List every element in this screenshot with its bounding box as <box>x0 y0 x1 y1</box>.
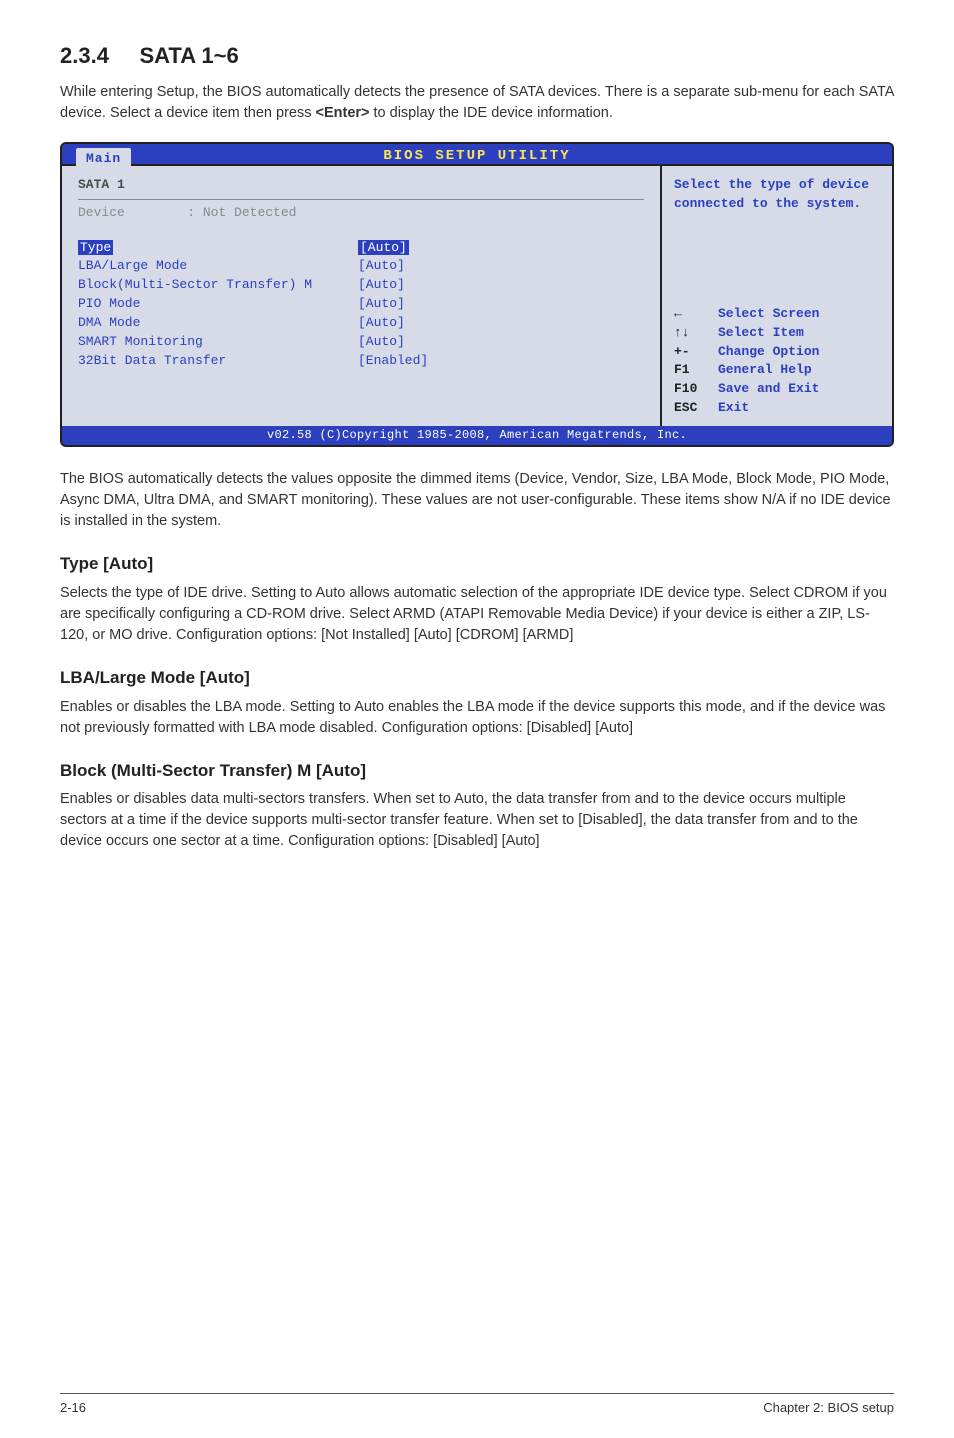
bios-row-val: [Auto] <box>358 276 405 295</box>
bios-row-val-hl: [Auto] <box>358 240 409 255</box>
bios-title: BIOS SETUP UTILITY <box>383 148 570 164</box>
nav-sym: ESC <box>674 399 718 418</box>
bios-footer: v02.58 (C)Copyright 1985-2008, American … <box>62 426 892 445</box>
subsection-heading: LBA/Large Mode [Auto] <box>60 666 894 691</box>
bios-row: Block(Multi-Sector Transfer) M [Auto] <box>78 276 644 295</box>
device-value: : Not Detected <box>187 205 296 220</box>
bios-screenshot: BIOS SETUP UTILITY Main SATA 1 Device : … <box>60 142 894 447</box>
bios-nav: ←Select Screen ↑↓Select Item +-Change Op… <box>674 305 880 418</box>
nav-row: F1General Help <box>674 361 880 380</box>
page-number: 2-16 <box>60 1399 86 1418</box>
bios-row-key: PIO Mode <box>78 295 358 314</box>
bios-body: SATA 1 Device : Not Detected Type [Auto]… <box>62 164 892 426</box>
subsection-heading: Block (Multi-Sector Transfer) M [Auto] <box>60 759 894 784</box>
intro-paragraph: While entering Setup, the BIOS automatic… <box>60 82 894 124</box>
intro-key: <Enter> <box>316 105 370 121</box>
bios-left-pane: SATA 1 Device : Not Detected Type [Auto]… <box>62 166 662 426</box>
subsection-body: Enables or disables the LBA mode. Settin… <box>60 697 894 739</box>
bios-row-key-hl: Type <box>78 240 113 255</box>
bios-row: DMA Mode [Auto] <box>78 314 644 333</box>
nav-label: Select Screen <box>718 305 819 324</box>
chapter-label: Chapter 2: BIOS setup <box>763 1399 894 1418</box>
section-number: 2.3.4 <box>60 43 109 68</box>
bios-row: LBA/Large Mode [Auto] <box>78 257 644 276</box>
section-title: SATA 1~6 <box>140 43 239 68</box>
device-label: Device <box>78 205 125 220</box>
device-line: Device : Not Detected <box>78 204 644 223</box>
nav-label: Select Item <box>718 324 804 343</box>
bios-row-val: [Auto] <box>358 314 405 333</box>
nav-label: Exit <box>718 399 749 418</box>
bios-row: PIO Mode [Auto] <box>78 295 644 314</box>
nav-sym: ← <box>674 305 718 324</box>
intro-tail: to display the IDE device information. <box>370 105 613 121</box>
nav-sym: F10 <box>674 380 718 399</box>
bios-row: 32Bit Data Transfer [Enabled] <box>78 352 644 371</box>
nav-row: F10Save and Exit <box>674 380 880 399</box>
sata-label: SATA 1 <box>78 176 644 195</box>
bios-tab-main: Main <box>76 148 131 170</box>
nav-sym: F1 <box>674 361 718 380</box>
bios-row-key: LBA/Large Mode <box>78 257 358 276</box>
footer-rule <box>60 1393 894 1394</box>
bios-row-val: [Enabled] <box>358 352 428 371</box>
section-heading: 2.3.4 SATA 1~6 <box>60 40 894 72</box>
divider <box>78 199 644 200</box>
bios-row-key: Type <box>78 239 358 258</box>
bios-row-val: [Auto] <box>358 239 409 258</box>
bios-row-key: Block(Multi-Sector Transfer) M <box>78 276 358 295</box>
nav-row: +-Change Option <box>674 343 880 362</box>
nav-row: ←Select Screen <box>674 305 880 324</box>
bios-row: SMART Monitoring [Auto] <box>78 333 644 352</box>
bios-help-text: Select the type of device connected to t… <box>674 176 880 214</box>
bios-row-val: [Auto] <box>358 257 405 276</box>
nav-sym: +- <box>674 343 718 362</box>
bios-row: Type [Auto] <box>78 239 644 258</box>
bios-row-val: [Auto] <box>358 333 405 352</box>
nav-row: ESCExit <box>674 399 880 418</box>
bios-row-key: SMART Monitoring <box>78 333 358 352</box>
nav-label: General Help <box>718 361 812 380</box>
bios-right-pane: Select the type of device connected to t… <box>662 166 892 426</box>
bios-row-key: DMA Mode <box>78 314 358 333</box>
subsection-body: Enables or disables data multi-sectors t… <box>60 789 894 852</box>
nav-label: Save and Exit <box>718 380 819 399</box>
subsection-body: Selects the type of IDE drive. Setting t… <box>60 583 894 646</box>
bios-titlebar: BIOS SETUP UTILITY Main <box>62 144 892 164</box>
nav-label: Change Option <box>718 343 819 362</box>
subsection-heading: Type [Auto] <box>60 552 894 577</box>
nav-sym: ↑↓ <box>674 324 718 343</box>
bios-row-key: 32Bit Data Transfer <box>78 352 358 371</box>
bios-row-val: [Auto] <box>358 295 405 314</box>
nav-row: ↑↓Select Item <box>674 324 880 343</box>
post-bios-paragraph: The BIOS automatically detects the value… <box>60 469 894 532</box>
page-footer: 2-16 Chapter 2: BIOS setup <box>0 1399 954 1418</box>
